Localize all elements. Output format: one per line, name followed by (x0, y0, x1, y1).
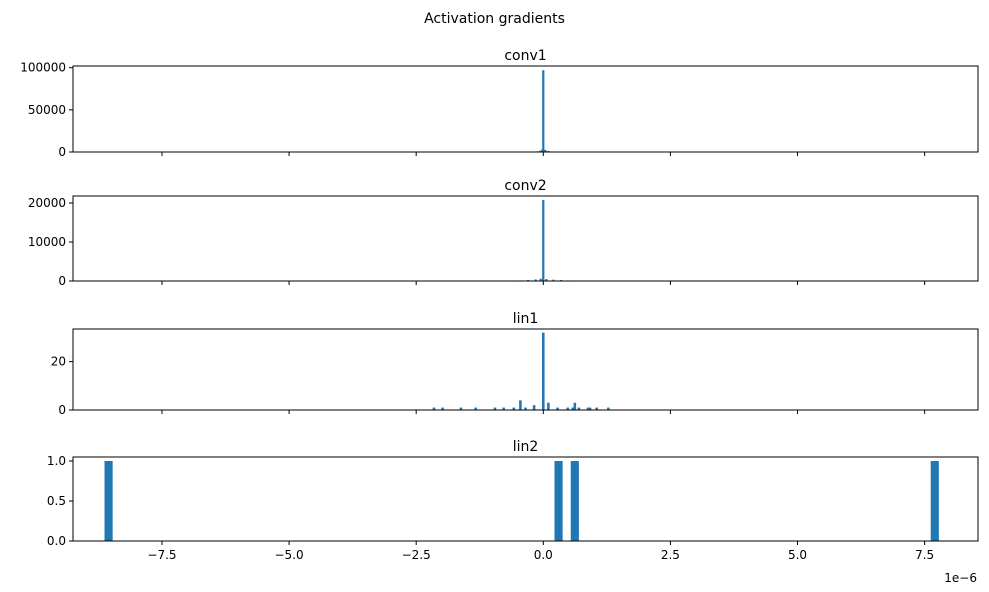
histogram-bar (441, 407, 444, 410)
histogram-bar (539, 150, 542, 152)
histogram-bar (534, 279, 537, 281)
histogram-bar (532, 405, 536, 410)
y-tick-label: 20 (51, 355, 66, 369)
subplot-lin2: lin2 0.0 0.5 1.0 −7.5 −5.0 −2.5 0.0 2.5 5.0 7.5 (47, 439, 979, 562)
y-tick-label: 0 (58, 274, 66, 288)
y-tick-label: 0.0 (47, 534, 66, 548)
x-tick-label: 5.0 (788, 548, 807, 562)
histogram-bar (519, 400, 522, 410)
histogram-bar (432, 407, 436, 410)
x-tick-label: 7.5 (915, 548, 934, 562)
subplot-conv2: conv2 0 10000 20000 (28, 178, 979, 288)
axes-frame (72, 328, 979, 411)
x-offset-label: 1e−6 (944, 571, 977, 585)
histogram-bar (544, 149, 547, 152)
histogram-bar (547, 150, 550, 152)
histogram-bar (547, 402, 550, 410)
figure-suptitle: Activation gradients (424, 11, 565, 27)
histogram-bar (542, 332, 545, 410)
histogram-bar (607, 407, 610, 410)
histogram-bar (930, 461, 939, 541)
x-tick-label: −7.5 (147, 548, 176, 562)
histogram-bar (493, 407, 497, 410)
histogram-bar (577, 407, 581, 410)
histogram-bar (571, 407, 575, 410)
x-tick-label: 0.0 (534, 548, 553, 562)
subplot-title: conv1 (504, 48, 546, 64)
x-tick-label: −2.5 (402, 548, 431, 562)
histogram-bar (512, 407, 516, 410)
subplot-title: lin2 (513, 439, 539, 455)
axes-frame (72, 456, 979, 542)
y-tick-label: 20000 (28, 196, 66, 210)
subplot-lin1: lin1 0 20 (51, 311, 979, 417)
histogram-bar (566, 407, 569, 410)
y-tick-label: 0.5 (47, 494, 66, 508)
histogram-bar (554, 461, 563, 541)
subplot-conv1: conv1 0 50000 100000 (20, 48, 979, 159)
histogram-bar (552, 279, 555, 281)
x-tick-label: 2.5 (661, 548, 680, 562)
histogram-bar (573, 402, 577, 410)
y-tick-label: 0 (58, 403, 66, 417)
histogram-bar (459, 407, 463, 410)
y-tick-label: 10000 (28, 235, 66, 249)
histogram-bar (104, 461, 113, 541)
histogram-bar (586, 407, 590, 410)
y-tick-label: 1.0 (47, 454, 66, 468)
histogram-bar (474, 407, 477, 410)
axes-frame (72, 65, 979, 153)
histogram-bar (556, 407, 559, 410)
subplot-title: conv2 (504, 178, 546, 194)
subplot-title: lin1 (513, 311, 539, 327)
histogram-bar (545, 279, 548, 281)
x-tick-label: −5.0 (275, 548, 304, 562)
histogram-bar (502, 407, 505, 410)
histogram-bar (595, 407, 598, 410)
histogram-bar (539, 278, 542, 281)
y-tick-label: 0 (58, 145, 66, 159)
histogram-bar (524, 407, 527, 410)
axes-frame (72, 195, 979, 282)
histogram-bar (542, 70, 545, 152)
y-tick-label: 100000 (20, 61, 66, 75)
histogram-bar (588, 407, 592, 410)
histogram-bar (542, 199, 545, 281)
histogram-bar (570, 461, 579, 541)
y-tick-label: 50000 (28, 103, 66, 117)
subplot-grid: conv1 0 50000 100000 conv2 0 10000 20000 lin1 0 20… (20, 48, 979, 562)
